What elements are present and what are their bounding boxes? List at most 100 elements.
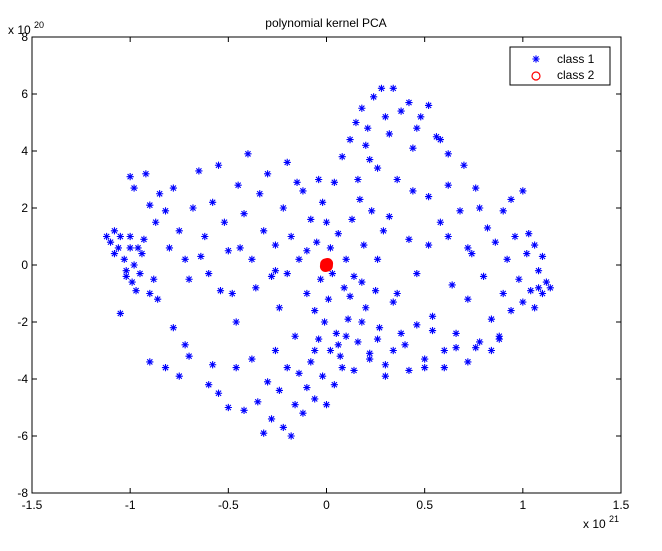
- data-point-class-1: [525, 230, 533, 238]
- data-point-class-1: [110, 250, 119, 258]
- data-point-class-1: [464, 358, 472, 366]
- data-point-class-1: [456, 207, 464, 215]
- data-point-class-1: [318, 372, 327, 380]
- y-multiplier-label: x 10 20: [8, 20, 44, 37]
- data-point-class-1: [371, 287, 380, 295]
- data-point-class-1: [283, 364, 291, 372]
- data-point-class-1: [336, 352, 344, 360]
- data-point-class-1: [201, 232, 209, 241]
- data-point-class-1: [220, 218, 229, 226]
- data-point-class-1: [205, 381, 213, 389]
- data-point-class-1: [156, 190, 164, 198]
- data-point-class-1: [342, 332, 350, 340]
- data-point-class-1: [362, 304, 370, 312]
- data-point-class-1: [413, 124, 421, 132]
- data-point-class-1: [322, 401, 331, 409]
- data-point-class-1: [389, 84, 397, 92]
- data-point-class-1: [232, 364, 240, 372]
- data-point-class-1: [283, 158, 291, 166]
- data-point-class-1: [161, 364, 170, 372]
- data-point-class-1: [287, 232, 295, 241]
- data-point-class-1: [106, 238, 115, 246]
- data-point-class-1: [346, 136, 354, 144]
- data-points: [103, 84, 554, 440]
- data-point-class-1: [397, 107, 405, 115]
- y-tick-label: 8: [21, 30, 28, 44]
- data-point-class-1: [358, 318, 366, 326]
- data-point-class-1: [436, 136, 444, 144]
- data-point-class-1: [389, 298, 397, 306]
- data-point-class-1: [283, 269, 291, 278]
- data-point-class-1: [538, 289, 547, 298]
- data-point-class-1: [260, 429, 268, 437]
- data-point-class-1: [205, 269, 213, 278]
- data-point-class-1: [150, 275, 158, 283]
- data-point-class-1: [507, 307, 515, 315]
- y-multiplier-exponent: 20: [34, 20, 44, 30]
- data-point-class-1: [472, 184, 480, 192]
- x-tick-label: 0.5: [416, 498, 433, 512]
- data-point-class-1: [444, 232, 452, 241]
- data-point-class-1: [234, 181, 242, 189]
- data-point-class-1: [317, 275, 325, 283]
- data-point-class-1: [311, 395, 319, 403]
- data-point-class-1: [275, 386, 283, 394]
- data-point-class-1: [499, 207, 507, 215]
- data-point-class-1: [291, 332, 299, 340]
- data-point-class-1: [224, 403, 232, 412]
- y-tick-label: -6: [17, 429, 28, 443]
- data-point-class-1: [271, 267, 280, 275]
- data-point-class-1: [299, 187, 307, 195]
- x-tick-label: -1.5: [22, 498, 43, 512]
- data-point-class-1: [358, 104, 366, 112]
- data-point-class-1: [381, 113, 389, 121]
- data-point-class-1: [260, 227, 268, 235]
- data-point-class-1: [487, 315, 496, 323]
- data-point-class-1: [393, 289, 401, 298]
- data-point-class-1: [254, 398, 262, 406]
- data-point-class-1: [295, 255, 303, 263]
- data-point-class-1: [240, 210, 248, 218]
- data-point-class-1: [389, 346, 397, 355]
- data-point-class-1: [332, 329, 340, 337]
- data-point-class-1: [424, 241, 433, 249]
- x-multiplier-exponent: 21: [609, 514, 619, 524]
- data-point-class-1: [146, 201, 154, 209]
- data-point-class-1: [385, 212, 393, 221]
- data-point-class-1: [464, 295, 472, 303]
- data-point-class-1: [126, 244, 134, 252]
- data-point-class-1: [531, 241, 539, 249]
- data-point-class-1: [295, 369, 303, 377]
- data-point-class-1: [214, 389, 223, 397]
- data-point-class-1: [334, 341, 342, 349]
- data-point-class-1: [130, 184, 138, 192]
- data-point-class-1: [515, 275, 523, 283]
- data-point-class-1: [330, 381, 338, 389]
- legend-label-class-1: class 1: [557, 52, 595, 66]
- x-tick-label: -1: [125, 498, 136, 512]
- data-point-class-1: [409, 187, 417, 195]
- data-point-class-1: [338, 153, 346, 161]
- data-point-class-1: [252, 284, 260, 292]
- data-point-class-1: [299, 409, 307, 417]
- data-point-class-1: [311, 307, 319, 315]
- data-point-class-1: [307, 358, 315, 366]
- data-point-class-1: [311, 346, 319, 355]
- data-point-class-1: [232, 318, 240, 326]
- data-point-class-1: [428, 326, 437, 335]
- data-point-class-1: [103, 232, 111, 241]
- y-tick-label: 4: [21, 144, 28, 158]
- data-point-class-1: [421, 355, 429, 363]
- data-point-class-1: [354, 338, 362, 346]
- data-point-class-1: [344, 315, 352, 323]
- data-point-class-1: [152, 218, 160, 226]
- data-point-class-1: [436, 218, 444, 226]
- data-point-class-1: [236, 244, 244, 252]
- data-point-class-1: [175, 227, 183, 235]
- data-point-class-1: [216, 287, 225, 295]
- data-point-class-1: [452, 344, 460, 352]
- data-point-class-1: [444, 150, 452, 158]
- data-point-class-1: [507, 195, 515, 204]
- data-point-class-1: [209, 361, 217, 369]
